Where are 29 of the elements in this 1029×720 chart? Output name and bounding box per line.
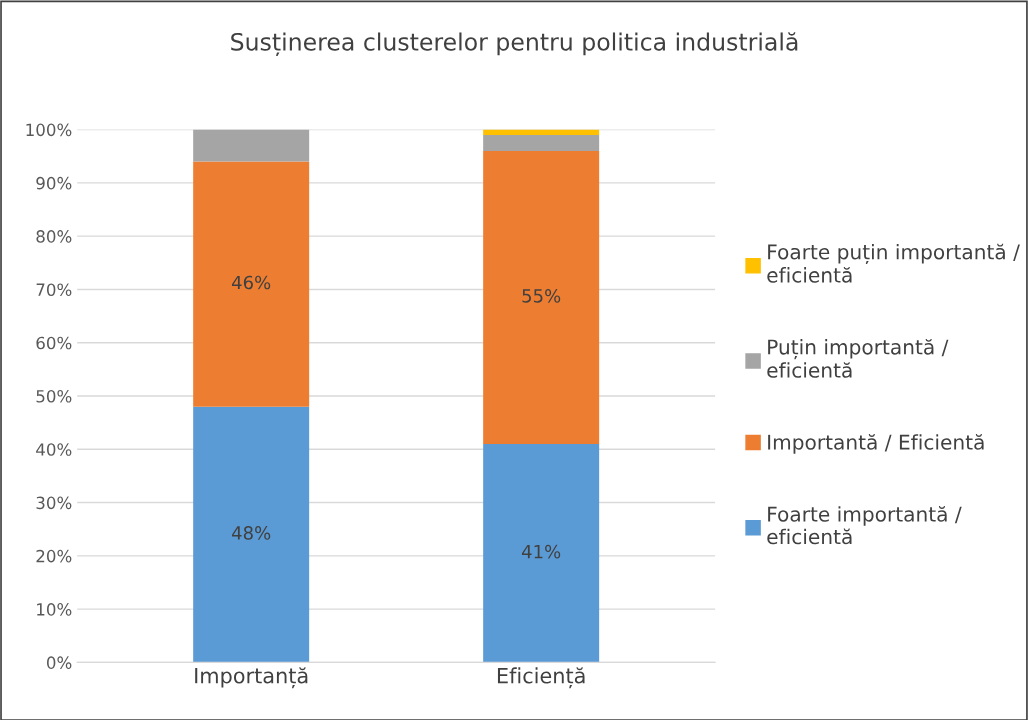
data-label: 55%: [522, 289, 561, 303]
bar: [193, 129, 310, 162]
y-tick-label: 80%: [36, 230, 72, 243]
bar: [193, 161, 310, 407]
legend-label: Importantă / Eficientă: [768, 434, 984, 454]
bar: [483, 443, 600, 663]
y-tick-label: 0%: [46, 656, 72, 669]
chart-title: Susținerea clusterelor pentru politica industrială: [231, 32, 798, 57]
y-tick-label: 50%: [36, 389, 72, 403]
legend-label: Puțin importantă / eficientă: [767, 338, 949, 378]
y-tick-label: 70%: [36, 283, 72, 297]
bar: [483, 150, 600, 444]
y-tick-label: 20%: [36, 549, 72, 563]
y-tick-label: 30%: [36, 496, 72, 510]
y-tick-label: 60%: [36, 336, 72, 350]
bar: [193, 406, 310, 663]
bar: [483, 129, 600, 135]
y-tick-label: 10%: [37, 603, 72, 616]
data-label: 48%: [231, 526, 271, 540]
bar: [483, 134, 600, 151]
x-tick-label: Eficiență: [497, 667, 585, 689]
y-tick-label: 40%: [36, 443, 72, 456]
legend-label: Foarte puțin importantă / eficientă: [767, 243, 1020, 283]
x-tick-label: Importanță: [195, 667, 308, 689]
y-tick-label: 100%: [26, 123, 72, 137]
data-label: 46%: [231, 275, 271, 290]
data-label: 41%: [521, 544, 561, 559]
legend-label: Foarte importantă / eficientă: [767, 506, 962, 545]
y-tick-label: 90%: [36, 176, 72, 190]
